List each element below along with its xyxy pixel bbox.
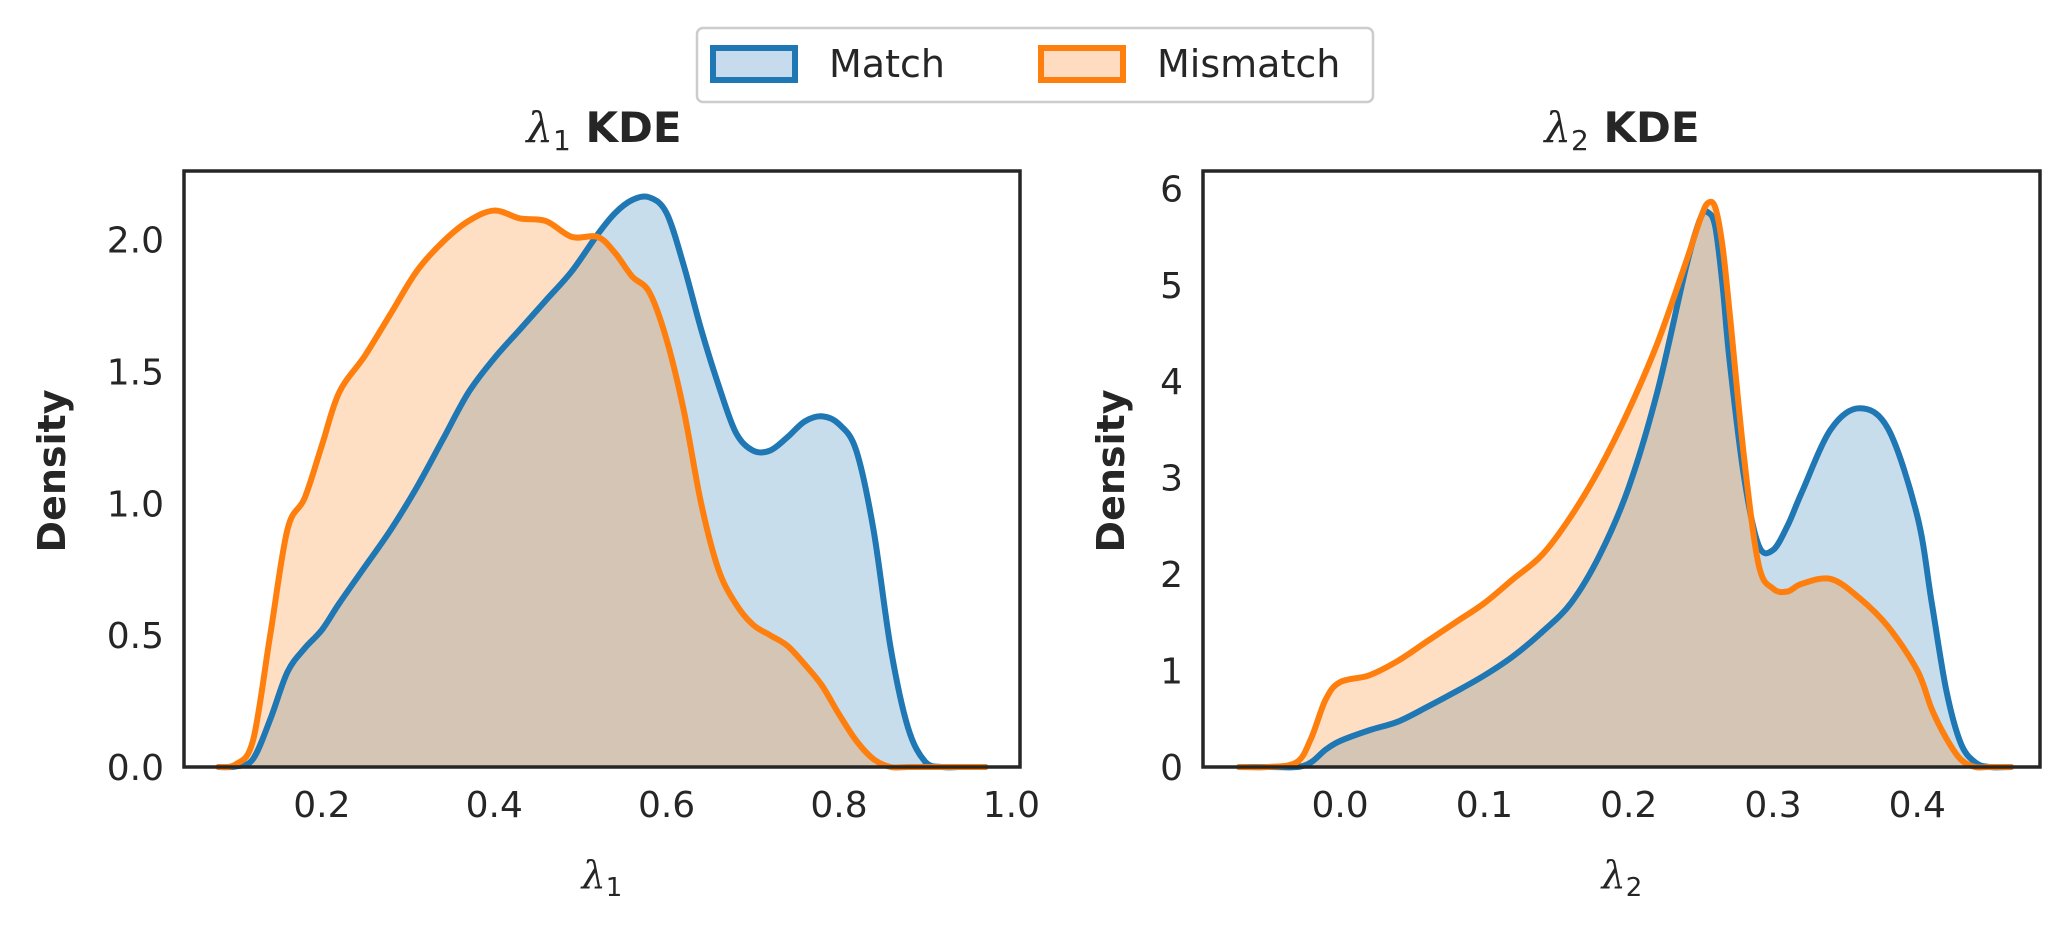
kde-line-match-lambda1 [215, 193, 989, 771]
plot-frame-lambda2 [1201, 169, 2042, 769]
kde-line-mismatch-lambda1 [215, 207, 989, 771]
y-axis-label-lambda1: Density [30, 389, 74, 552]
legend-label-mismatch: Mismatch [1157, 42, 1340, 86]
x-tick-label: 1.0 [983, 785, 1040, 826]
x-ticks-lambda1: 0.2 0.4 0.6 0.8 1.0 [293, 785, 1040, 826]
plot-frame-lambda1 [182, 169, 1022, 769]
x-tick-label: 0.8 [810, 785, 867, 826]
x-ticks-lambda2: 0.0 0.1 0.2 0.3 0.4 [1311, 785, 1945, 826]
legend-swatch-mismatch [1038, 45, 1126, 83]
y-tick-label: 2 [1160, 555, 1183, 596]
y-axis-label-lambda2: Density [1089, 389, 1133, 552]
x-tick-label: 0.1 [1456, 785, 1513, 826]
x-tick-label: 0.2 [1600, 785, 1657, 826]
y-tick-label: 1.5 [107, 352, 164, 393]
kde-fill-mismatch-lambda1 [218, 210, 986, 768]
legend-frame [695, 26, 1375, 104]
y-tick-label: 6 [1160, 169, 1183, 210]
y-tick-label: 5 [1160, 266, 1183, 307]
y-ticks-lambda2: 0 1 2 3 4 5 6 [1160, 169, 1183, 789]
plot-area-lambda2 [1236, 198, 2015, 771]
legend-label-match: Match [829, 42, 945, 86]
y-tick-label: 4 [1160, 362, 1183, 403]
x-tick-label: 0.4 [1889, 785, 1946, 826]
plot-area-lambda1 [215, 193, 989, 771]
kde-fill-match-lambda1 [218, 196, 986, 768]
x-axis-label-lambda1: λ1 [580, 853, 623, 903]
y-tick-label: 0.5 [107, 616, 164, 657]
kde-fill-match-lambda2 [1239, 210, 2012, 768]
panel-lambda1: λ1 KDE 0.2 0.4 0.6 0.8 1.0 0.0 0.5 1.0 1.5 2.0 λ… [30, 103, 1040, 903]
y-tick-label: 2.0 [107, 221, 164, 262]
y-ticks-lambda1: 0.0 0.5 1.0 1.5 2.0 [107, 221, 164, 789]
x-tick-label: 0.2 [293, 785, 350, 826]
x-tick-label: 0.6 [638, 785, 695, 826]
panel-title-lambda1: λ1 KDE [524, 103, 681, 157]
legend: Match Mismatch [695, 26, 1375, 104]
panel-title-lambda2: λ2 KDE [1542, 103, 1699, 157]
x-tick-label: 0.4 [466, 785, 523, 826]
x-axis-label-lambda2: λ2 [1600, 853, 1643, 903]
legend-swatch-match [710, 45, 798, 83]
x-tick-label: 0.0 [1311, 785, 1368, 826]
x-tick-label: 0.3 [1744, 785, 1801, 826]
y-tick-label: 1.0 [107, 484, 164, 525]
y-tick-label: 0.0 [107, 748, 164, 789]
y-tick-label: 3 [1160, 459, 1183, 500]
y-tick-label: 1 [1160, 652, 1183, 693]
kde-fill-mismatch-lambda2 [1239, 201, 2012, 768]
kde-line-mismatch-lambda2 [1236, 198, 2015, 771]
panel-lambda2: λ2 KDE 0.0 0.1 0.2 0.3 0.4 0 1 2 3 4 5 6 λ2 Densit… [1089, 103, 2042, 903]
y-tick-label: 0 [1160, 748, 1183, 789]
